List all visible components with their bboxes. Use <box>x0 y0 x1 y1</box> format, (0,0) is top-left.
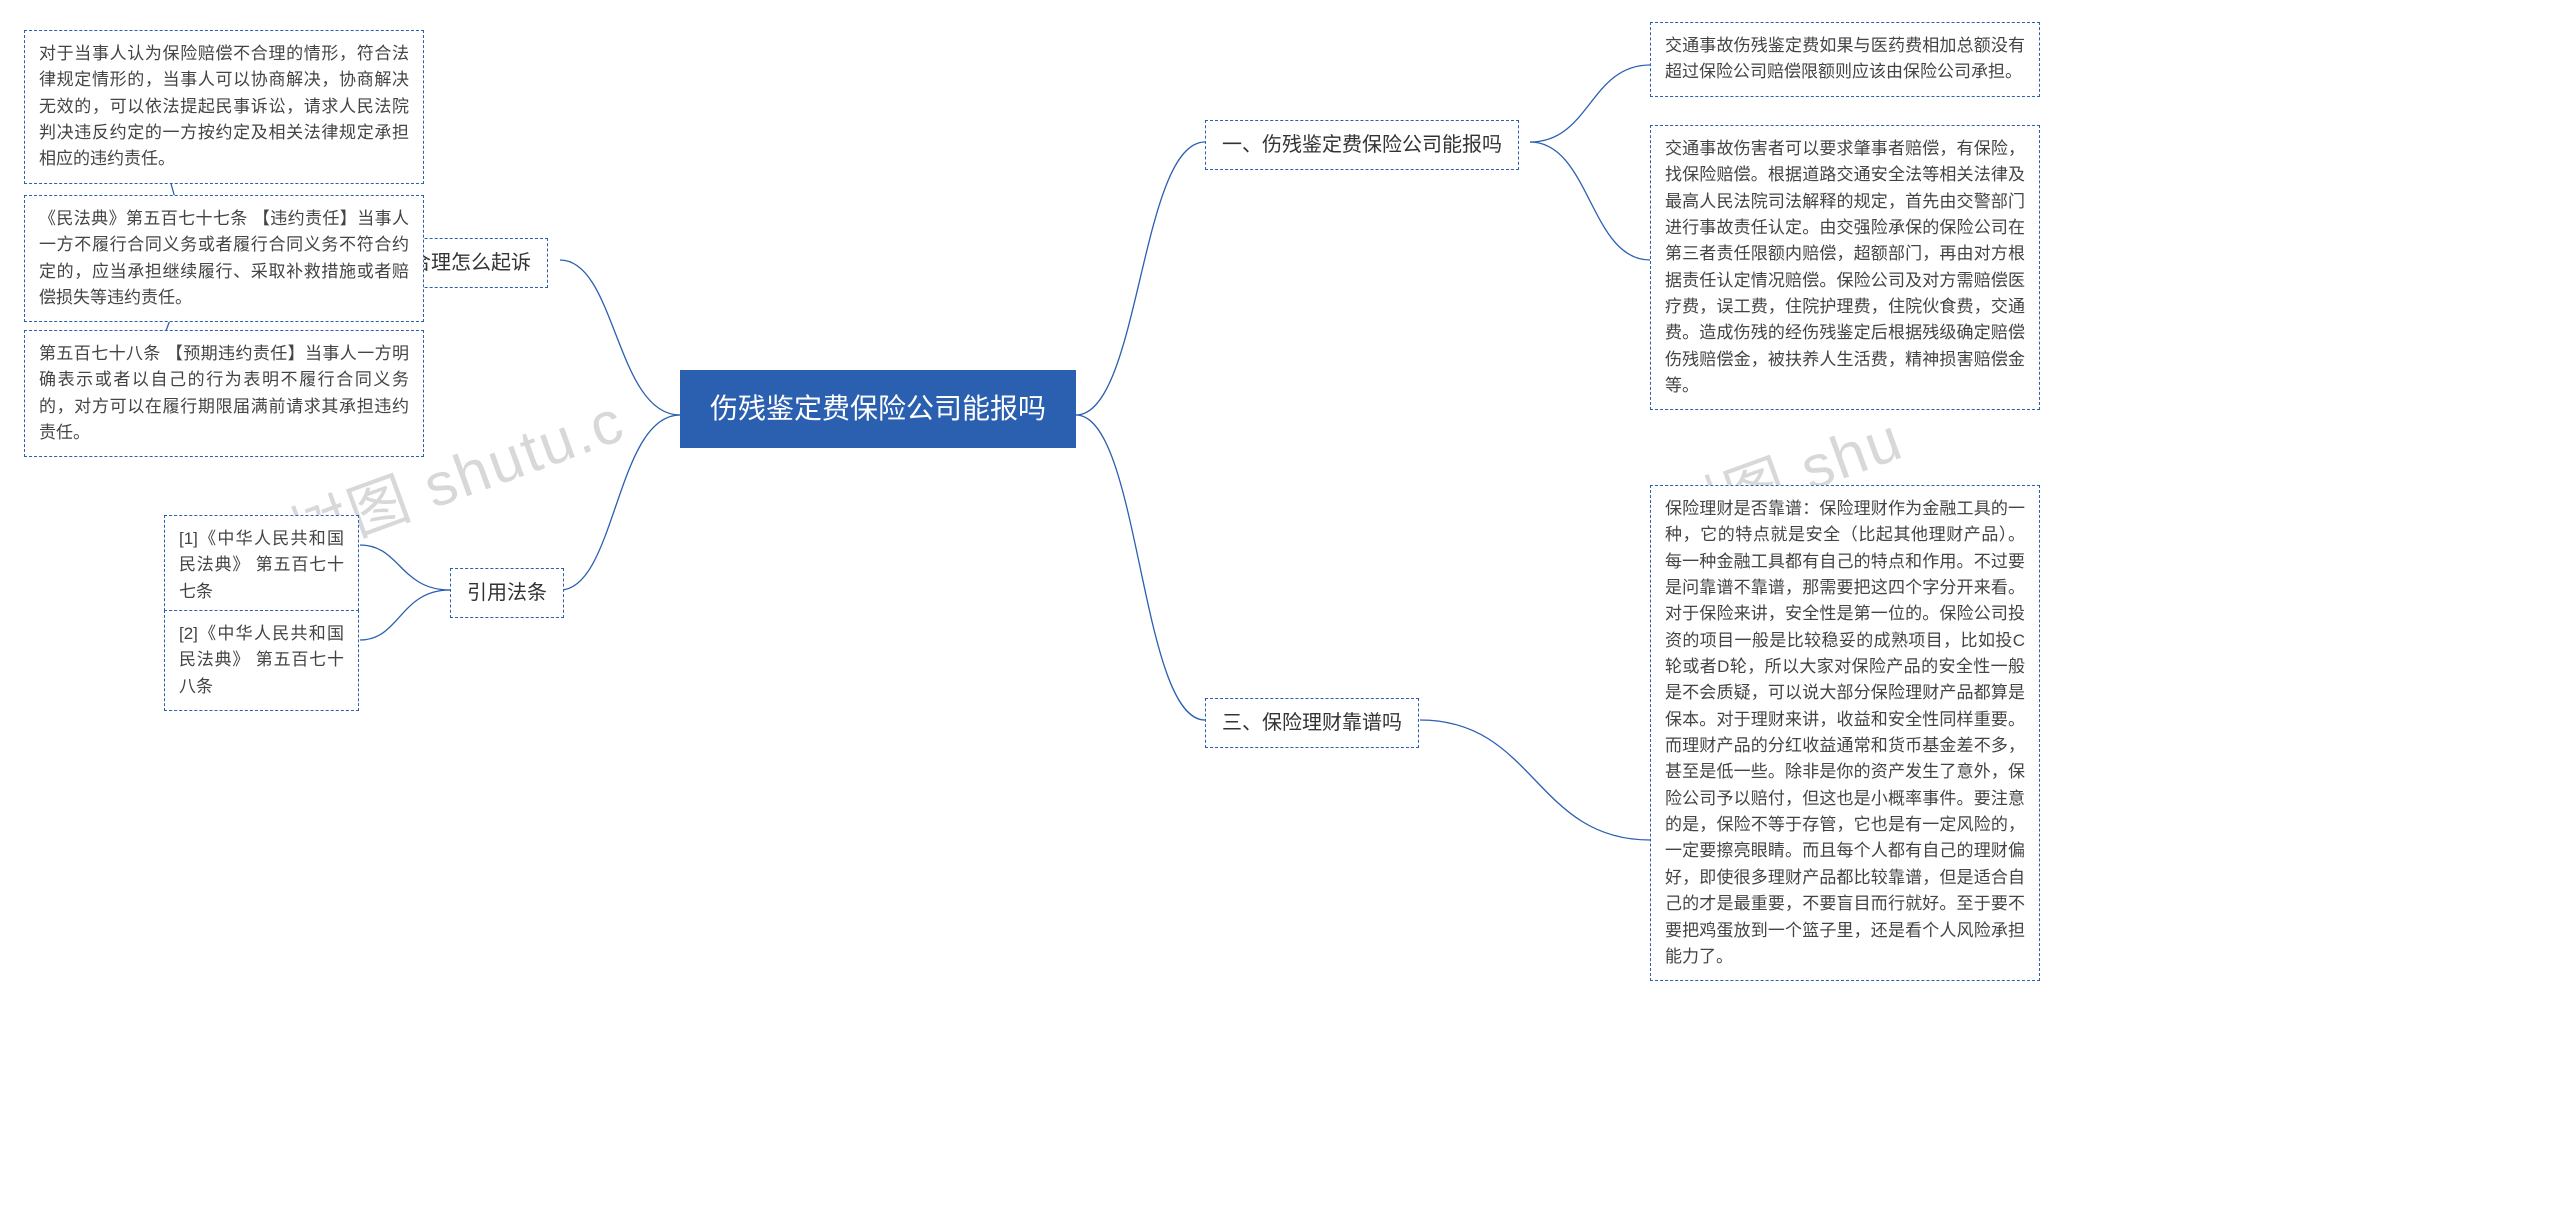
leaf-cite-1: [1]《中华人民共和国民法典》 第五百七十七条 <box>164 515 359 616</box>
branch-right-1[interactable]: 一、伤残鉴定费保险公司能报吗 <box>1205 120 1519 170</box>
leaf-r1-1: 交通事故伤残鉴定费如果与医药费相加总额没有超过保险公司赔偿限额则应该由保险公司承… <box>1650 22 2040 97</box>
leaf-l2-1: 对于当事人认为保险赔偿不合理的情形，符合法律规定情形的，当事人可以协商解决，协商… <box>24 30 424 184</box>
center-topic[interactable]: 伤残鉴定费保险公司能报吗 <box>680 370 1076 448</box>
leaf-l2-3: 第五百七十八条 【预期违约责任】当事人一方明确表示或者以自己的行为表明不履行合同… <box>24 330 424 457</box>
leaf-l2-2: 《民法典》第五百七十七条 【违约责任】当事人一方不履行合同义务或者履行合同义务不… <box>24 195 424 322</box>
leaf-r3-1: 保险理财是否靠谱：保险理财作为金融工具的一种，它的特点就是安全（比起其他理财产品… <box>1650 485 2040 981</box>
branch-right-2[interactable]: 三、保险理财靠谱吗 <box>1205 698 1419 748</box>
leaf-cite-2: [2]《中华人民共和国民法典》 第五百七十八条 <box>164 610 359 711</box>
branch-left-2[interactable]: 引用法条 <box>450 568 564 618</box>
leaf-r1-2: 交通事故伤害者可以要求肇事者赔偿，有保险，找保险赔偿。根据道路交通安全法等相关法… <box>1650 125 2040 410</box>
